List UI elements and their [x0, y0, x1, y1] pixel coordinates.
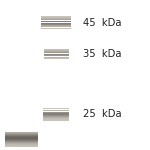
Bar — [41, 28, 71, 29]
Text: 45  kDa: 45 kDa — [83, 18, 122, 27]
Bar — [5, 146, 38, 147]
Bar — [5, 137, 38, 138]
Bar — [5, 134, 38, 135]
Bar — [5, 141, 38, 142]
Bar — [43, 118, 69, 119]
Bar — [5, 138, 38, 139]
Bar — [44, 51, 69, 52]
Bar — [43, 111, 69, 112]
Bar — [43, 112, 69, 113]
Bar — [43, 120, 69, 121]
Bar — [5, 135, 38, 136]
Bar — [5, 144, 38, 145]
Bar — [41, 18, 71, 19]
Text: 35  kDa: 35 kDa — [83, 49, 122, 59]
Bar — [5, 140, 38, 141]
Bar — [5, 145, 38, 146]
Bar — [44, 55, 69, 56]
Bar — [43, 110, 69, 111]
Bar — [5, 132, 38, 133]
Bar — [41, 23, 71, 24]
Bar — [5, 136, 38, 137]
Bar — [41, 21, 71, 22]
Bar — [5, 143, 38, 144]
Bar — [43, 119, 69, 120]
Text: 25  kDa: 25 kDa — [83, 109, 122, 119]
Bar — [5, 142, 38, 143]
Bar — [43, 116, 69, 117]
Bar — [41, 24, 71, 25]
Bar — [44, 57, 69, 58]
Bar — [41, 17, 71, 18]
Bar — [5, 139, 38, 140]
Bar — [44, 49, 69, 50]
Bar — [44, 58, 69, 59]
Bar — [43, 117, 69, 118]
Bar — [43, 108, 69, 109]
Bar — [44, 54, 69, 55]
Bar — [41, 26, 71, 27]
Bar — [43, 114, 69, 115]
Bar — [44, 52, 69, 53]
Bar — [41, 16, 71, 17]
Bar — [41, 19, 71, 20]
